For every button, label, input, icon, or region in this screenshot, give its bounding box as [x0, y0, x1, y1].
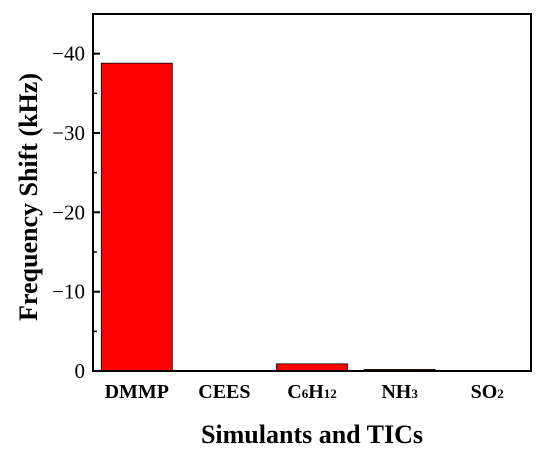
- y-tick-label: 0: [75, 359, 86, 383]
- x-tick-label: DMMP: [105, 381, 169, 403]
- y-tick-label: −20: [52, 200, 85, 224]
- y-tick-label: −30: [52, 121, 85, 145]
- x-tick-label: CEES: [198, 381, 250, 403]
- plot-area: 0 −10 −20 −30 −40 DMMP CEES C6H12 NH3 SO2: [52, 13, 532, 403]
- y-tick-label: −40: [52, 42, 85, 66]
- bar-dmmp: [100, 62, 173, 372]
- plot-frame: [92, 13, 532, 372]
- x-tick-label: NH3: [381, 381, 418, 403]
- x-tick-label: SO2: [471, 381, 504, 403]
- x-axis-title: Simulants and TICs: [201, 420, 423, 449]
- y-axis-title: Frequency Shift (kHz): [14, 73, 43, 321]
- y-tick-label: −10: [52, 280, 85, 304]
- bar-c6h12: [276, 363, 348, 372]
- x-tick-label: C6H12: [287, 381, 337, 403]
